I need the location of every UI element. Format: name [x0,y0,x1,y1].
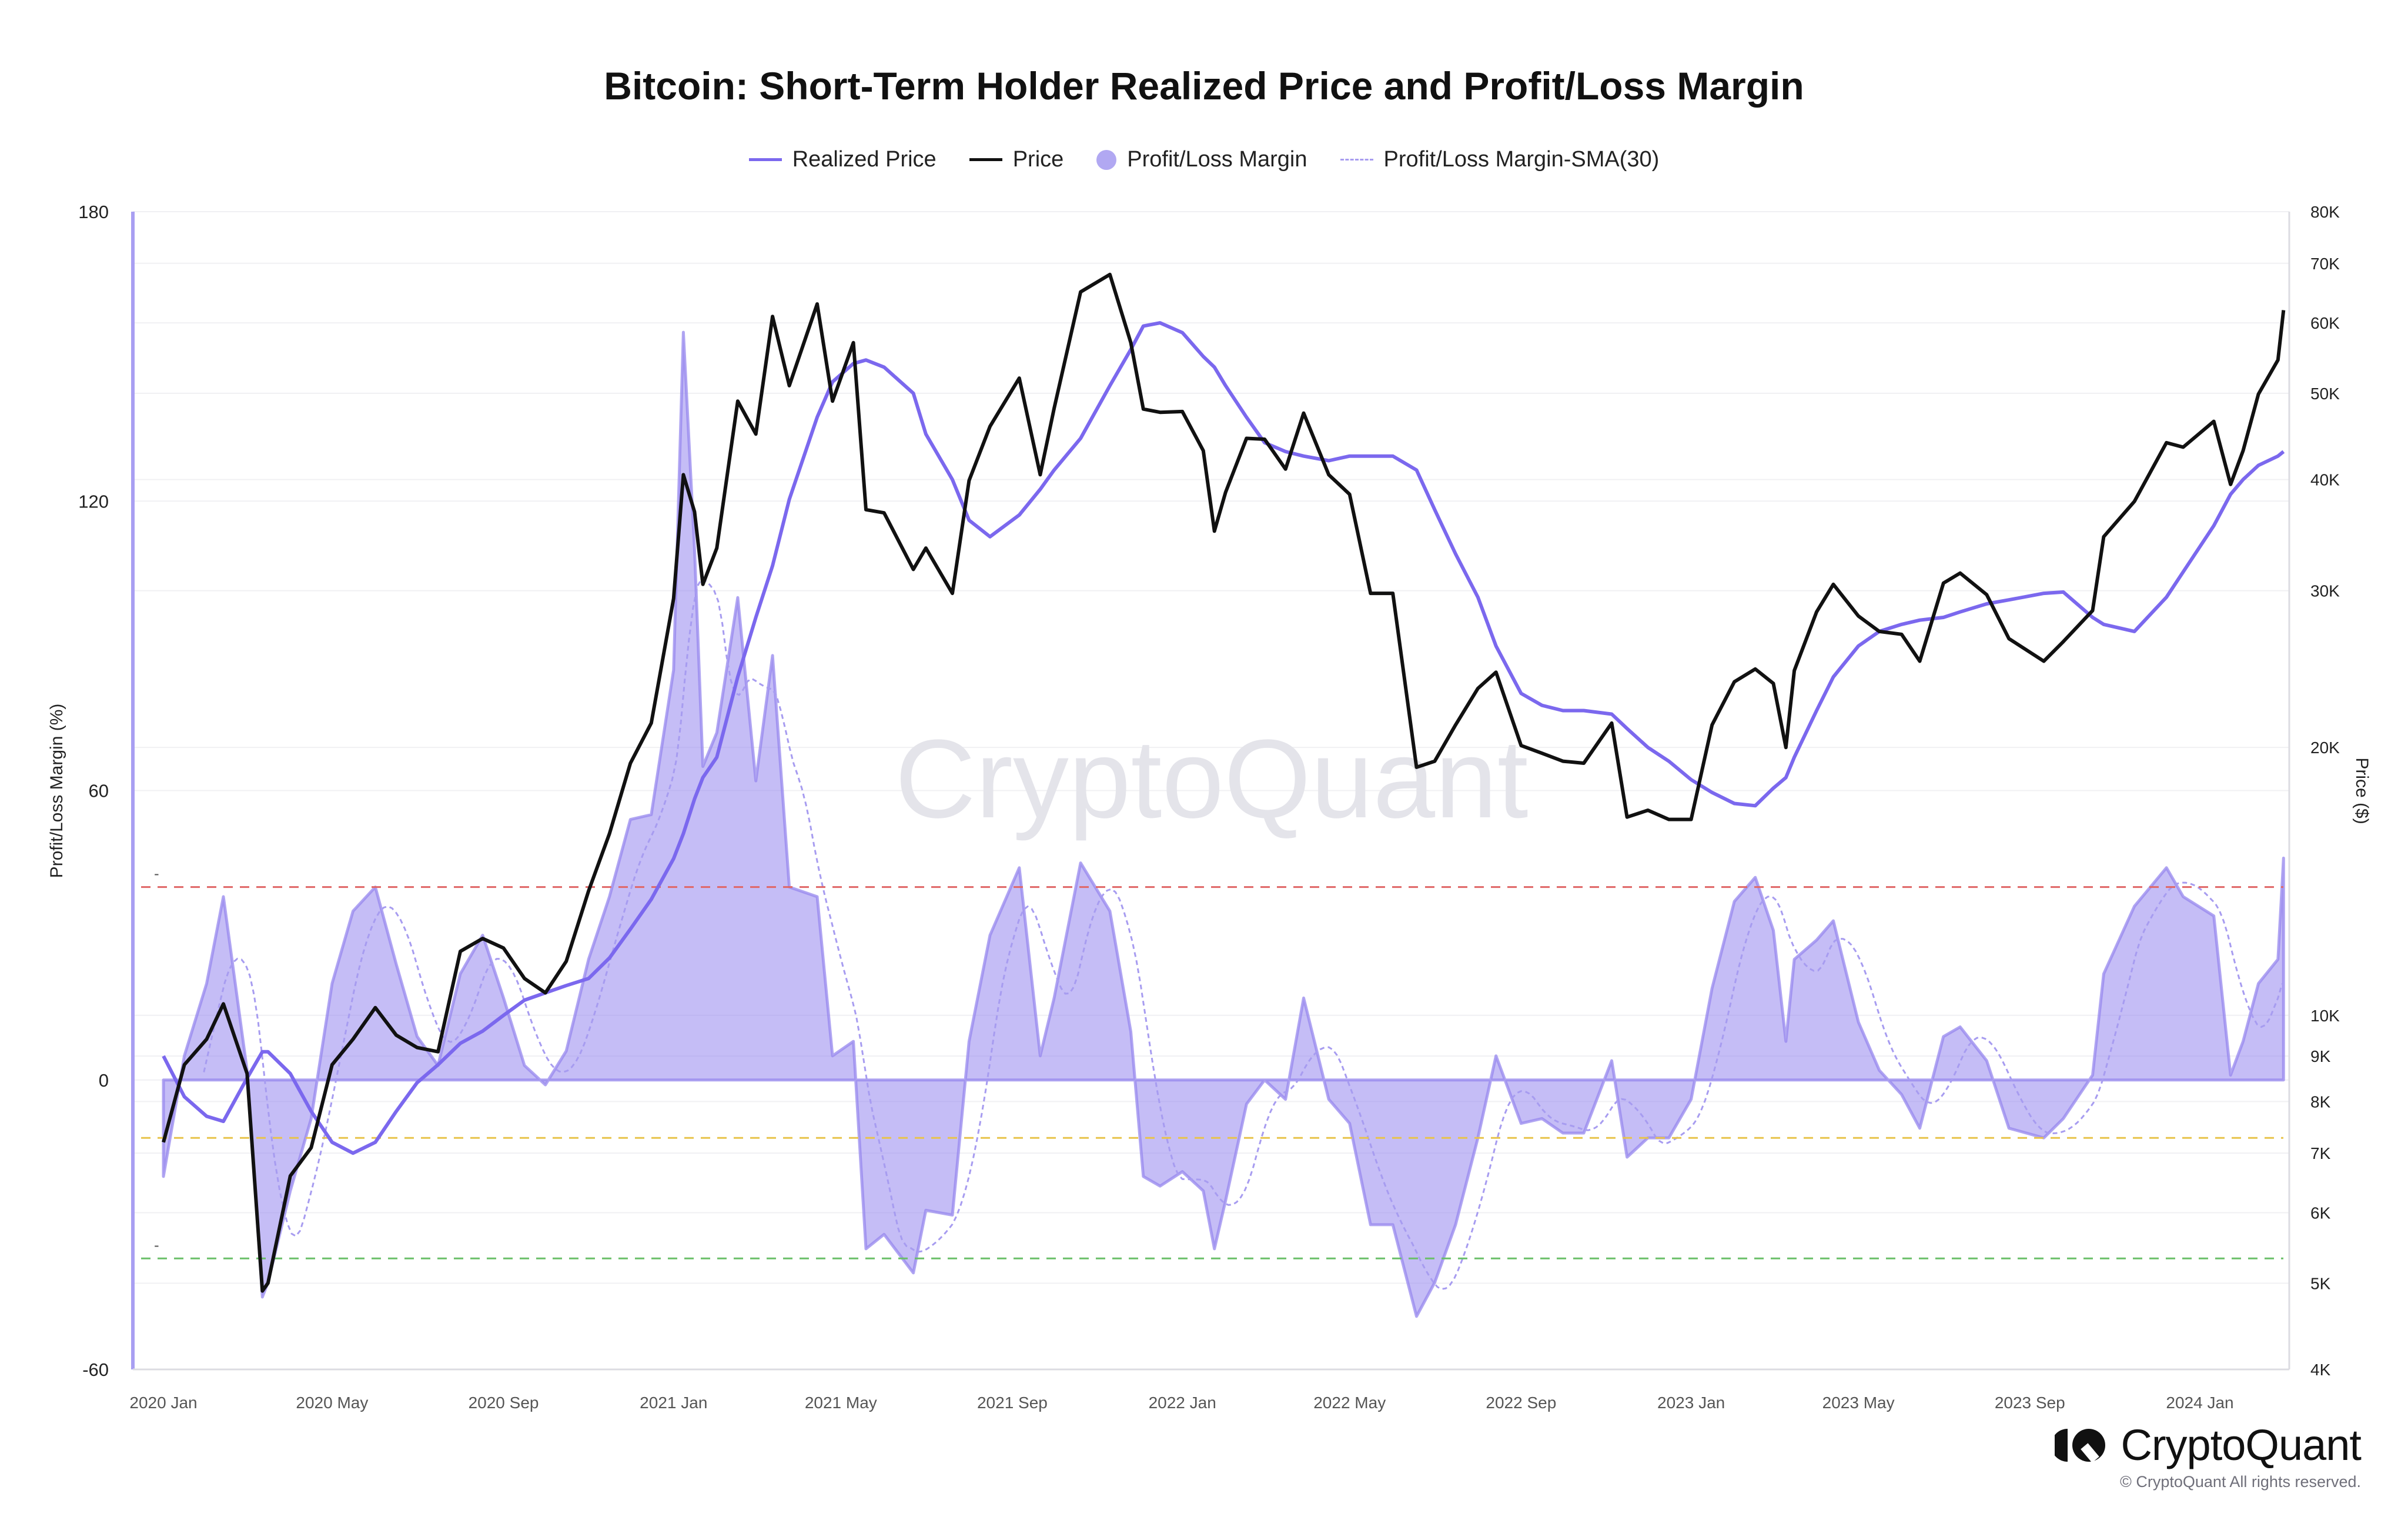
legend-label: Profit/Loss Margin [1127,147,1307,172]
realized-price-line [162,321,2285,1155]
legend-label: Realized Price [792,147,937,172]
x-tick-label: 2022 May [1313,1394,1386,1412]
right-tick-label: 8K [2310,1092,2331,1111]
x-tick-label: 2024 Jan [2166,1394,2233,1412]
left-axis-title: Profit/Loss Margin (%) [47,704,66,878]
legend-item-realized-price[interactable]: Realized Price [748,147,937,172]
x-tick-label: 2020 Jan [129,1394,197,1412]
right-tick-label: 60K [2310,314,2340,332]
watermark: CryptoQuant [895,717,1528,841]
legend-item-price[interactable]: Price [969,147,1064,172]
threshold-label: - [154,1236,159,1254]
margin-sma-line [203,577,2283,1290]
left-tick-label: -60 [82,1359,109,1380]
dashed-swatch-icon [1340,159,1373,161]
legend-item-profit-loss-margin[interactable]: Profit/Loss Margin [1096,147,1307,172]
logo-text: CryptoQuant [2121,1421,2362,1469]
profit-loss-margin-area [162,330,2285,1318]
legend-label: Price [1012,147,1064,172]
line-swatch-icon [969,158,1002,161]
price-line [162,272,2286,1293]
legend-label: Profit/Loss Margin-SMA(30) [1383,147,1660,172]
right-tick-label: 5K [2310,1274,2331,1292]
right-axis-title: Price ($) [2352,757,2372,824]
threshold-label: - [154,865,159,883]
chart-title: Bitcoin: Short-Term Holder Realized Pric… [604,64,1804,108]
right-tick-label: 10K [2310,1007,2340,1025]
right-tick-label: 9K [2310,1047,2331,1065]
left-tick-label: 120 [78,491,109,512]
left-tick-label: 60 [89,781,109,801]
x-tick-label: 2023 Sep [1995,1394,2065,1412]
x-tick-label: 2022 Jan [1149,1394,1216,1412]
right-tick-label: 50K [2310,385,2340,403]
line-swatch-icon [748,158,782,161]
right-tick-label: 30K [2310,582,2340,600]
x-tick-label: 2020 Sep [469,1394,539,1412]
right-tick-label: 40K [2310,471,2340,489]
circle-swatch-icon [1096,149,1117,170]
right-tick-label: 20K [2310,739,2340,757]
copyright-text: © CryptoQuant All rights reserved. [2119,1473,2361,1491]
right-tick-label: 70K [2310,255,2340,273]
legend: Realized Price Price Profit/Loss Margin … [0,147,2408,172]
left-tick-label: 0 [99,1070,109,1091]
x-tick-label: 2022 Sep [1486,1394,1556,1412]
right-tick-label: 4K [2310,1361,2331,1379]
x-tick-label: 2023 Jan [1657,1394,1725,1412]
x-tick-label: 2021 Jan [640,1394,707,1412]
x-tick-label: 2023 May [1822,1394,1895,1412]
legend-item-margin-sma[interactable]: Profit/Loss Margin-SMA(30) [1340,147,1660,172]
x-tick-label: 2021 Sep [977,1394,1048,1412]
left-tick-label: 180 [78,202,109,222]
x-tick-label: 2021 May [805,1394,877,1412]
x-tick-label: 2020 May [296,1394,368,1412]
right-tick-label: 6K [2310,1204,2331,1222]
right-tick-label: 80K [2310,203,2340,221]
right-tick-label: 7K [2310,1144,2331,1162]
cryptoquant-logo-icon [2055,1428,2106,1463]
cryptoquant-logo: CryptoQuant [2055,1420,2362,1470]
